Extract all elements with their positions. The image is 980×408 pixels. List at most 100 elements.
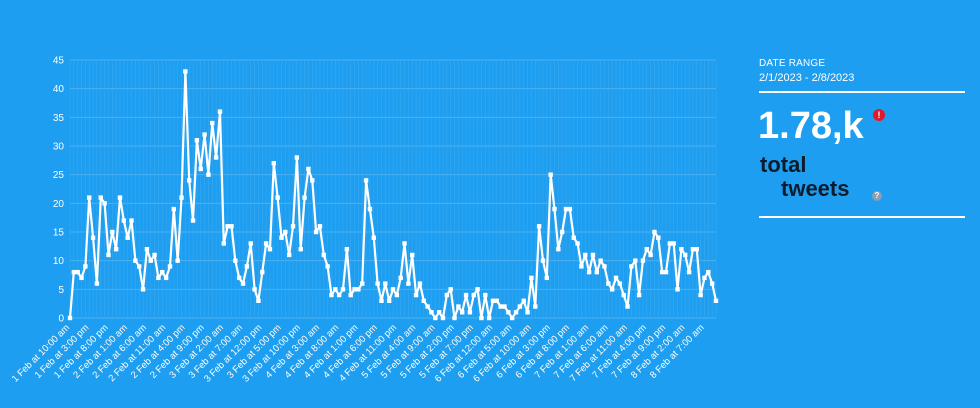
data-point[interactable] [263, 241, 269, 246]
data-point[interactable] [125, 235, 130, 240]
data-point[interactable] [606, 281, 611, 286]
data-point[interactable] [244, 264, 250, 269]
data-point[interactable] [194, 138, 200, 143]
data-point[interactable] [440, 315, 446, 321]
data-point[interactable] [256, 298, 261, 303]
data-point[interactable] [290, 224, 296, 229]
data-point[interactable] [79, 275, 84, 281]
data-point[interactable] [379, 298, 384, 303]
data-point[interactable] [398, 275, 403, 281]
data-point[interactable] [533, 304, 538, 309]
data-point[interactable] [656, 235, 661, 240]
data-point[interactable] [590, 252, 596, 258]
data-point[interactable] [502, 304, 507, 309]
data-point[interactable] [248, 241, 253, 246]
data-point[interactable] [563, 206, 569, 212]
data-point[interactable] [648, 252, 653, 258]
data-point[interactable] [329, 292, 334, 298]
data-point[interactable] [106, 252, 111, 258]
data-point[interactable] [433, 315, 438, 321]
data-point[interactable] [686, 269, 692, 275]
data-point[interactable] [594, 269, 599, 275]
data-point[interactable] [202, 132, 207, 137]
data-point[interactable] [663, 269, 669, 275]
data-point[interactable] [390, 287, 396, 292]
data-point[interactable] [286, 252, 292, 258]
data-point[interactable] [156, 275, 161, 281]
data-point[interactable] [544, 275, 550, 281]
data-point[interactable] [333, 287, 338, 292]
data-point[interactable] [236, 275, 242, 281]
data-point[interactable] [321, 252, 326, 258]
data-point[interactable] [709, 281, 715, 286]
data-point[interactable] [348, 292, 353, 298]
data-point[interactable] [306, 166, 311, 172]
data-point[interactable] [98, 195, 103, 200]
data-point[interactable] [690, 247, 696, 252]
data-point[interactable] [571, 235, 576, 240]
data-point[interactable] [352, 287, 357, 292]
data-point[interactable] [94, 281, 100, 286]
data-point[interactable] [579, 264, 584, 269]
data-point[interactable] [421, 298, 426, 303]
data-point[interactable] [279, 235, 284, 240]
data-point[interactable] [102, 201, 107, 206]
data-point[interactable] [187, 178, 192, 183]
data-point[interactable] [498, 304, 503, 309]
data-point[interactable] [556, 247, 561, 252]
data-point[interactable] [513, 310, 519, 315]
data-point[interactable] [448, 287, 453, 292]
data-point[interactable] [460, 310, 465, 315]
data-point[interactable] [210, 120, 215, 126]
data-point[interactable] [325, 264, 330, 269]
data-point[interactable] [121, 218, 127, 223]
data-point[interactable] [536, 224, 542, 229]
data-point[interactable] [356, 287, 361, 292]
data-point[interactable] [140, 287, 146, 292]
data-point[interactable] [75, 269, 80, 275]
data-point[interactable] [67, 315, 73, 321]
data-point[interactable] [137, 264, 142, 269]
data-point[interactable] [267, 247, 273, 252]
data-point[interactable] [694, 247, 699, 252]
data-point[interactable] [671, 241, 676, 246]
data-point[interactable] [217, 109, 223, 114]
data-point[interactable] [698, 292, 703, 298]
data-point[interactable] [652, 229, 657, 235]
data-point[interactable] [206, 172, 211, 177]
data-point[interactable] [436, 310, 442, 315]
data-point[interactable] [706, 269, 711, 275]
data-point[interactable] [83, 264, 88, 269]
data-point[interactable] [394, 292, 400, 298]
data-point[interactable] [667, 241, 673, 246]
data-point[interactable] [213, 155, 219, 160]
data-point[interactable] [402, 241, 407, 246]
data-point[interactable] [510, 315, 515, 321]
data-point[interactable] [583, 252, 588, 258]
data-point[interactable] [644, 247, 649, 252]
data-point[interactable] [552, 206, 557, 212]
data-point[interactable] [298, 247, 303, 252]
data-point[interactable] [110, 229, 115, 235]
data-point[interactable] [679, 247, 684, 252]
data-point[interactable] [225, 224, 230, 229]
data-point[interactable] [198, 166, 203, 172]
data-point[interactable] [575, 241, 580, 246]
data-point[interactable] [367, 206, 373, 212]
data-point[interactable] [479, 315, 484, 321]
data-point[interactable] [429, 310, 434, 315]
data-point[interactable] [233, 258, 238, 263]
data-point[interactable] [163, 275, 169, 281]
data-point[interactable] [617, 281, 623, 286]
data-point[interactable] [375, 281, 380, 286]
data-point[interactable] [406, 281, 411, 286]
data-point[interactable] [179, 195, 184, 200]
data-point[interactable] [275, 195, 280, 200]
data-point[interactable] [252, 287, 257, 292]
data-point[interactable] [602, 264, 607, 269]
data-point[interactable] [567, 206, 573, 212]
data-point[interactable] [529, 275, 534, 281]
data-point[interactable] [490, 298, 496, 303]
data-point[interactable] [640, 258, 646, 263]
data-point[interactable] [475, 287, 480, 292]
